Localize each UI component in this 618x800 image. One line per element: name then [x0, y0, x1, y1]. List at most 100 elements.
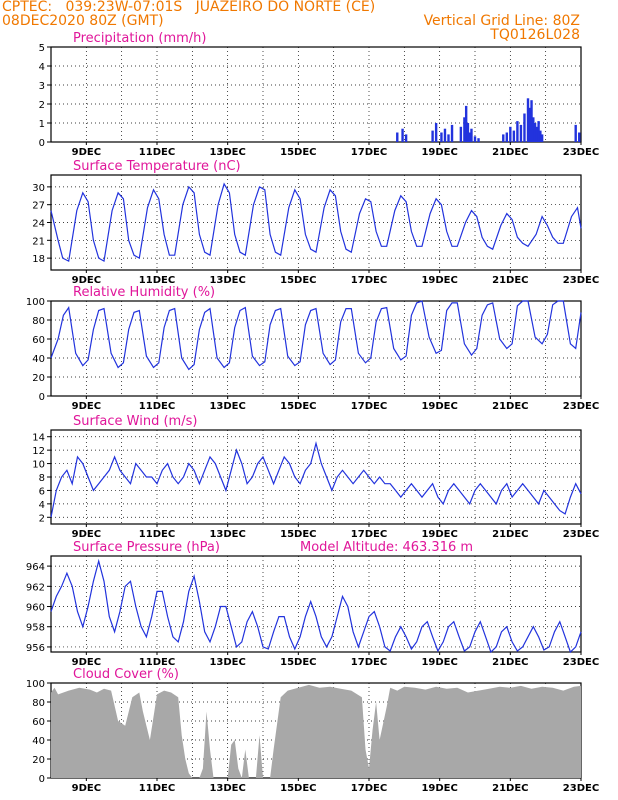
precip-bar — [516, 121, 519, 142]
header: CPTEC: 039:23W-07:01S JUAZEIRO DO NORTE … — [0, 0, 618, 43]
y-tick-label: 18 — [32, 254, 45, 265]
x-tick-label: 23DEC — [563, 275, 599, 286]
x-tick-label: 13DEC — [209, 275, 245, 286]
x-tick-label: 21DEC — [492, 275, 528, 286]
y-tick-label: 80 — [32, 316, 45, 327]
panel-title: Surface Temperature (nC) — [73, 159, 241, 174]
x-tick-label: 9DEC — [72, 275, 101, 286]
panel-title: Surface Wind (m/s) — [73, 414, 197, 429]
header-model-id: TQ0126L028 — [490, 27, 580, 43]
x-tick-label: 11DEC — [139, 147, 175, 158]
y-tick-label: 10 — [32, 460, 45, 471]
precip-bar — [447, 134, 450, 142]
precip-bar — [466, 123, 470, 142]
precip-bar — [477, 138, 480, 142]
series-line — [50, 300, 582, 371]
x-tick-label: 13DEC — [209, 147, 245, 158]
panel-0: 0 1 2 3 4 5 9DEC 11DEC 13DEC 15DEC 17DEC 19DEC 21DEC… — [39, 31, 600, 158]
x-tick-label: 23DEC — [563, 783, 599, 794]
y-tick-label: 5 — [39, 43, 45, 54]
x-tick-label: 21DEC — [492, 529, 528, 540]
plot-frame — [50, 555, 582, 653]
y-tick-label: 80 — [32, 698, 45, 709]
x-tick-label: 15DEC — [280, 147, 316, 158]
x-tick-label: 13DEC — [209, 401, 245, 412]
panel-1: 18 21 24 27 30 9DEC 11DEC 13DEC 15DEC 17DEC 19DEC 2… — [32, 159, 599, 286]
x-tick-label: 11DEC — [139, 275, 175, 286]
x-tick-label: 17DEC — [351, 401, 387, 412]
x-tick-label: 21DEC — [492, 783, 528, 794]
x-tick-label: 23DEC — [563, 657, 599, 668]
x-tick-label: 11DEC — [139, 401, 175, 412]
x-tick-label: 23DEC — [563, 529, 599, 540]
y-tick-label: 12 — [32, 446, 45, 457]
y-tick-label: 962 — [26, 582, 45, 593]
precip-bar — [431, 130, 434, 142]
precip-bar — [470, 128, 473, 142]
y-tick-label: 0 — [39, 392, 45, 403]
precip-bar — [578, 132, 581, 142]
precip-bar — [464, 105, 468, 142]
x-tick-label: 9DEC — [72, 147, 101, 158]
y-tick-label: 40 — [32, 736, 45, 747]
header-run-date: 08DEC2020 80Z (GMT) — [2, 13, 164, 29]
y-tick-label: 960 — [26, 603, 45, 614]
header-grid-line: Vertical Grid Line: 80Z — [423, 13, 580, 29]
y-tick-label: 20 — [32, 373, 45, 384]
y-tick-label: 2 — [39, 100, 45, 111]
precip-bar — [539, 130, 542, 142]
y-tick-label: 2 — [39, 513, 45, 524]
y-tick-label: 958 — [26, 623, 45, 634]
y-tick-label: 40 — [32, 354, 45, 365]
precip-bar — [459, 126, 463, 142]
header-location: CPTEC: 039:23W-07:01S JUAZEIRO DO NORTE … — [2, 0, 376, 15]
x-tick-label: 19DEC — [421, 529, 457, 540]
series-line — [50, 441, 582, 518]
series-line — [50, 182, 582, 263]
y-tick-label: 8 — [39, 473, 45, 484]
y-tick-label: 24 — [32, 219, 45, 230]
precip-bar — [505, 132, 508, 142]
panel-annotation: Model Altitude: 463.316 m — [300, 540, 473, 555]
precip-bar — [526, 98, 530, 142]
precip-bar — [574, 124, 577, 142]
precip-bar — [533, 123, 537, 142]
precip-bar — [540, 134, 544, 142]
x-tick-label: 15DEC — [280, 657, 316, 668]
precip-bar — [396, 132, 399, 142]
x-tick-label: 17DEC — [351, 147, 387, 158]
precip-bar — [401, 128, 404, 142]
precip-bar — [502, 134, 505, 142]
x-tick-label: 17DEC — [351, 529, 387, 540]
x-tick-label: 15DEC — [280, 783, 316, 794]
precip-bar — [523, 113, 526, 142]
panel-title: Surface Pressure (hPa) — [73, 540, 220, 555]
y-tick-label: 30 — [32, 183, 45, 194]
panel-3: 2 4 6 8 10 12 14 9DEC 11DEC 13DEC 15DEC 17DEC 19DEC 2… — [32, 414, 599, 540]
x-tick-label: 17DEC — [351, 783, 387, 794]
y-tick-label: 4 — [39, 62, 45, 73]
x-tick-label: 13DEC — [209, 657, 245, 668]
precip-bar — [450, 124, 454, 142]
x-tick-label: 17DEC — [351, 275, 387, 286]
y-tick-label: 100 — [26, 297, 45, 308]
x-tick-label: 9DEC — [72, 783, 101, 794]
y-tick-label: 60 — [32, 717, 45, 728]
precip-bar — [468, 132, 471, 142]
x-tick-label: 9DEC — [72, 657, 101, 668]
cloud-area — [51, 684, 581, 778]
x-tick-label: 17DEC — [351, 657, 387, 668]
x-tick-label: 9DEC — [72, 529, 101, 540]
x-tick-label: 21DEC — [492, 657, 528, 668]
x-tick-label: 11DEC — [139, 657, 175, 668]
precip-bar — [463, 117, 466, 142]
x-tick-label: 19DEC — [421, 147, 457, 158]
precip-bar — [404, 134, 408, 142]
x-tick-label: 13DEC — [209, 783, 245, 794]
x-tick-label: 11DEC — [139, 529, 175, 540]
x-tick-label: 11DEC — [139, 783, 175, 794]
y-tick-label: 6 — [39, 486, 45, 497]
y-tick-label: 956 — [26, 643, 45, 654]
y-tick-label: 21 — [32, 236, 45, 247]
y-tick-label: 4 — [39, 500, 45, 511]
